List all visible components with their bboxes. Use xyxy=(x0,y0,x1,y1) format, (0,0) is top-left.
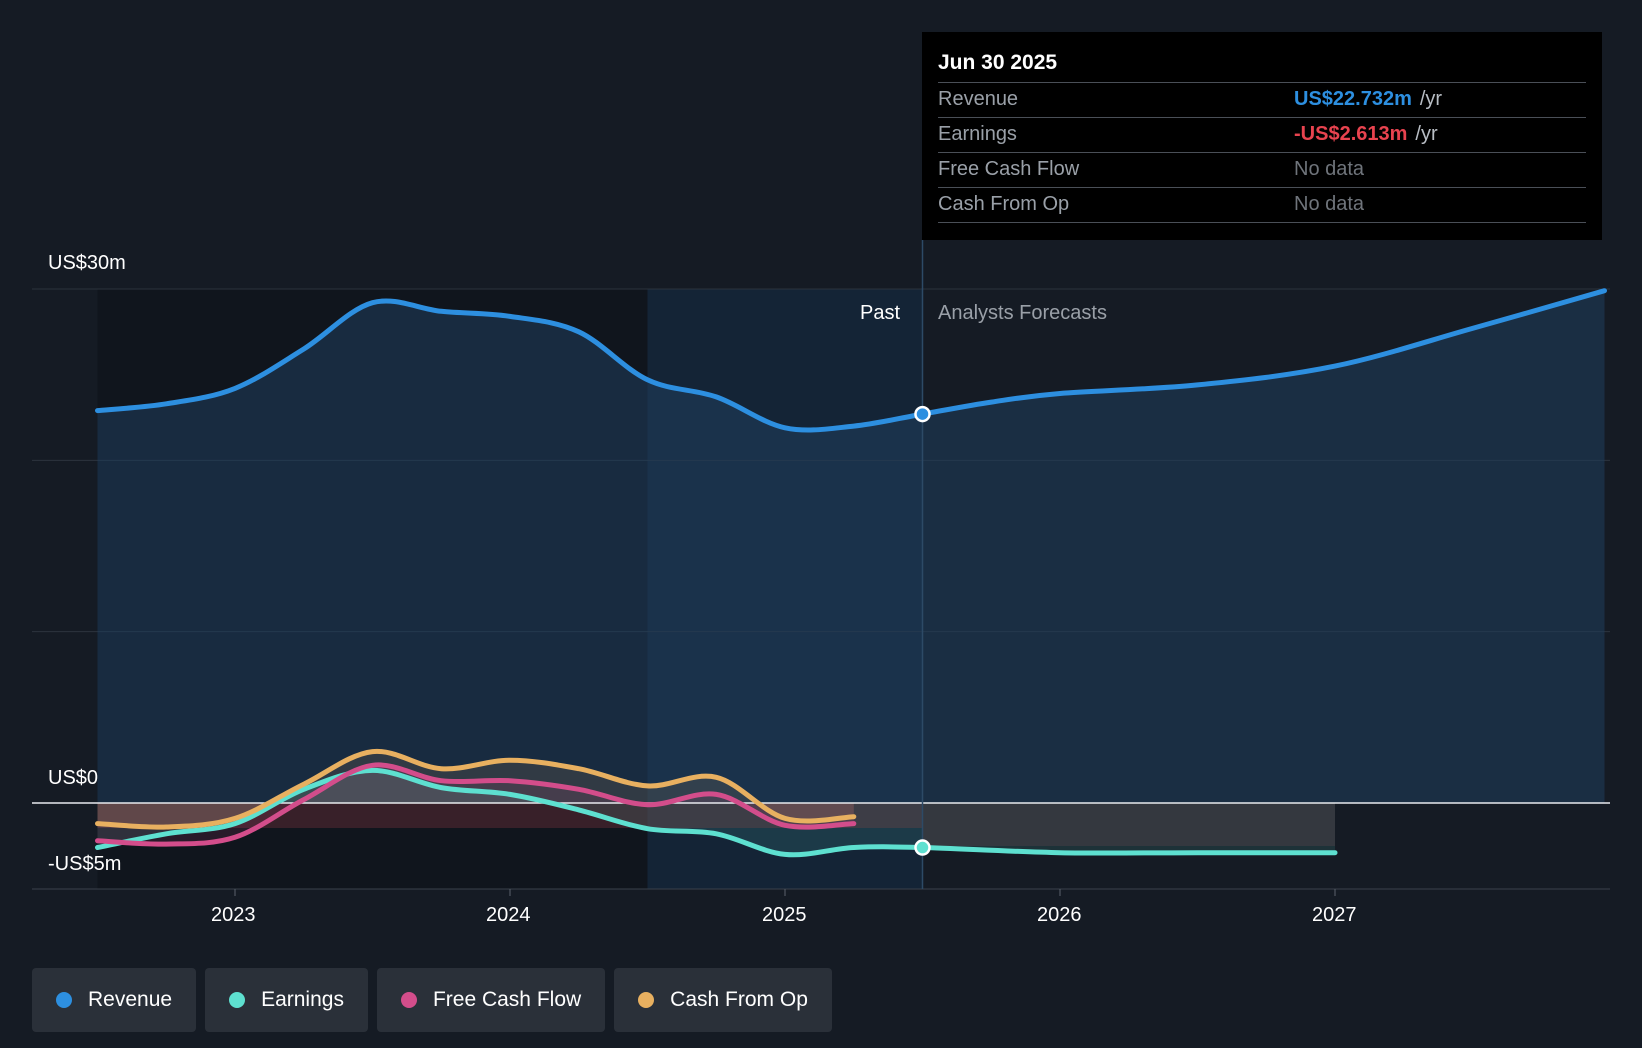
y-tick-label-minus-5: -US$5m xyxy=(48,853,122,875)
y-tick-label-0: US$0 xyxy=(48,767,99,789)
tooltip-row-earnings: Earnings -US$2.613m /yr xyxy=(938,117,1586,152)
legend-item-revenue[interactable]: Revenue xyxy=(32,968,197,1032)
tooltip-value: US$22.732m xyxy=(1294,88,1412,110)
tooltip-value: -US$2.613m xyxy=(1294,123,1408,145)
tooltip-value: No data xyxy=(1294,193,1365,215)
tooltip-label: Cash From Op xyxy=(938,193,1070,215)
tooltip-row-revenue: Revenue US$22.732m /yr xyxy=(938,82,1586,117)
negative-band-forecast xyxy=(922,803,1335,846)
tooltip-unit: /yr xyxy=(1415,123,1438,145)
legend-dot-icon xyxy=(400,992,417,1008)
legend-label: Revenue xyxy=(88,988,173,1011)
earnings-marker xyxy=(914,839,931,856)
legend-dot-icon xyxy=(229,992,246,1008)
series-line-free-cash-flow xyxy=(95,762,857,847)
tooltip-row-cash-from-op: Cash From Op No data xyxy=(938,187,1586,223)
x-tick-label-2027: 2027 xyxy=(1312,904,1357,926)
legend-item-cash-from-op[interactable]: Cash From Op xyxy=(614,968,832,1032)
forecast-label: Analysts Forecasts xyxy=(938,302,1107,324)
tooltip-label: Earnings xyxy=(938,123,1017,145)
revenue-area xyxy=(97,290,1605,803)
past-label: Past xyxy=(860,302,901,324)
legend-item-free-cash-flow[interactable]: Free Cash Flow xyxy=(376,968,606,1032)
legend-label: Cash From Op xyxy=(670,988,808,1011)
tooltip-label: Free Cash Flow xyxy=(938,158,1080,180)
x-tick-label-2025: 2025 xyxy=(762,904,807,926)
series-line-earnings xyxy=(95,767,1338,858)
legend-label: Earnings xyxy=(261,988,344,1011)
x-tick-label-2023: 2023 xyxy=(211,904,256,926)
tooltip-value: No data xyxy=(1294,158,1365,180)
tooltip-unit: /yr xyxy=(1419,88,1443,110)
series-line-cash-from-op xyxy=(95,748,857,830)
tooltip-date: Jun 30 2025 xyxy=(938,51,1058,74)
tooltip-row-free-cash-flow: Free Cash Flow No data xyxy=(938,152,1586,187)
x-tick-label-2024: 2024 xyxy=(486,904,531,926)
revenue-marker xyxy=(914,405,931,423)
legend-item-earnings[interactable]: Earnings xyxy=(205,968,368,1032)
series-area-free-cash-flow xyxy=(97,764,854,845)
legend-dot-icon xyxy=(56,992,72,1008)
series-line-revenue xyxy=(95,288,1607,433)
legend-label: Free Cash Flow xyxy=(432,988,582,1011)
chart-legend: Revenue Earnings Free Cash Flow Cash Fro… xyxy=(32,968,841,1032)
series-area-earnings xyxy=(97,770,1335,855)
tooltip-label: Revenue xyxy=(938,88,1019,110)
x-tick-label-2026: 2026 xyxy=(1037,904,1082,926)
legend-dot-icon xyxy=(638,992,655,1008)
data-tooltip: Jun 30 2025 Revenue US$22.732m /yr Earni… xyxy=(922,32,1602,240)
y-tick-label-30: US$30m xyxy=(48,252,126,274)
